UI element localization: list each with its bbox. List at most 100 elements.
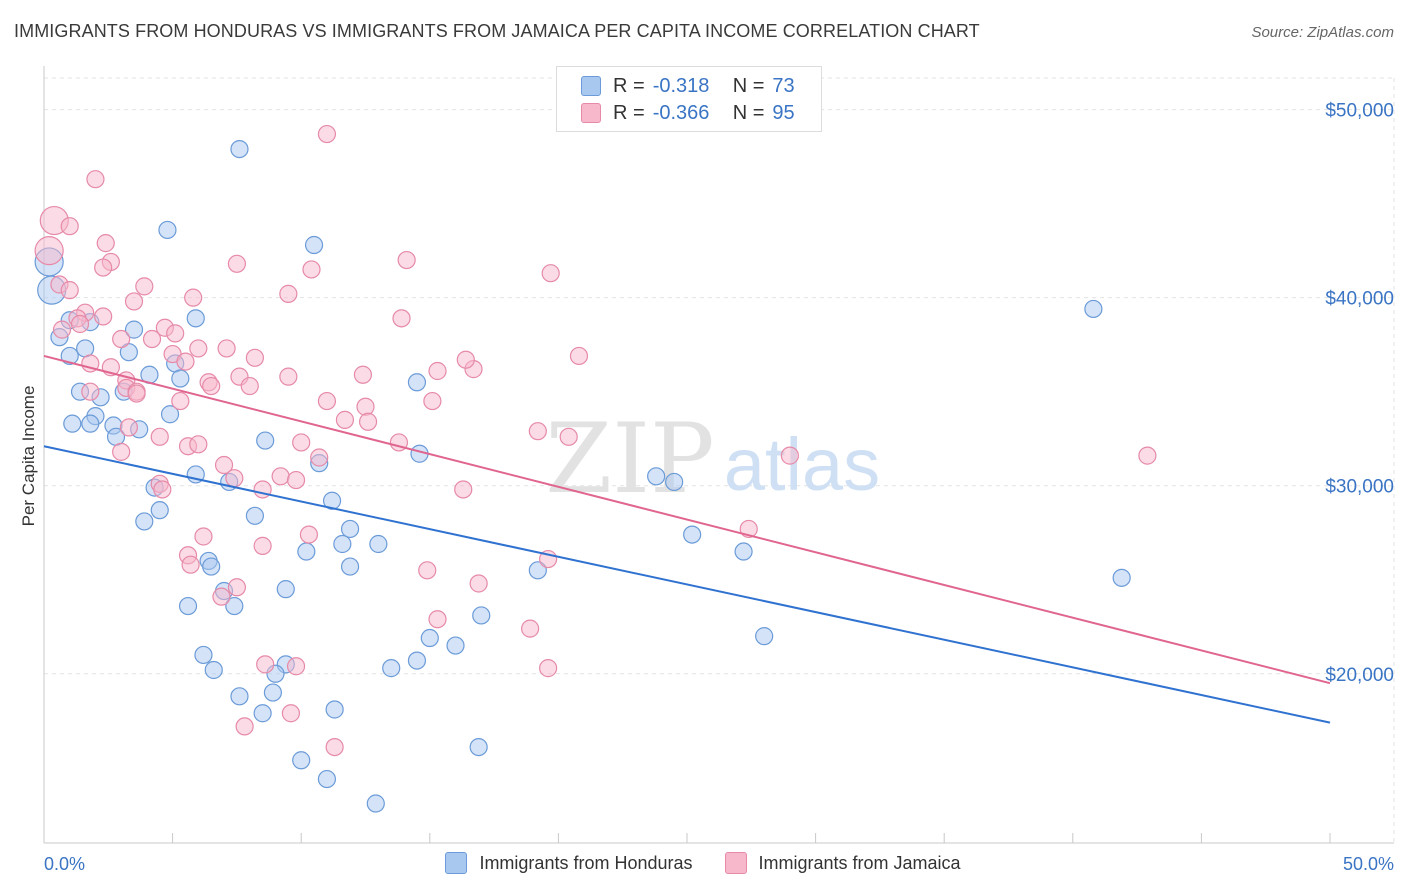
jamaica-point: [335, 410, 355, 429]
jamaica-point: [392, 309, 411, 328]
jamaica-point: [1138, 446, 1157, 465]
jamaica-legend-swatch: [724, 852, 747, 874]
jamaica-point: [150, 427, 169, 446]
jamaica-point: [81, 382, 100, 401]
jamaica-point: [253, 536, 272, 555]
honduras-point: [340, 557, 360, 576]
legend-item-honduras[interactable]: Immigrants from Honduras: [445, 852, 693, 874]
jamaica-point: [227, 578, 246, 597]
jamaica-point: [127, 384, 146, 403]
y-tick-label: $40,000: [1325, 289, 1394, 310]
legend-r-value: -0.318: [652, 74, 710, 97]
honduras-point: [469, 737, 488, 757]
legend-item-jamaica[interactable]: Immigrants from Jamaica: [724, 852, 961, 874]
honduras-point: [407, 373, 427, 392]
honduras-point: [382, 659, 401, 678]
jamaica-point: [541, 264, 560, 283]
jamaica-point: [227, 254, 246, 273]
y-tick-label: $20,000: [1325, 665, 1394, 686]
jamaica-point: [70, 314, 90, 334]
honduras-point: [366, 794, 385, 813]
jamaica-point: [454, 480, 473, 499]
honduras-point: [528, 561, 547, 580]
honduras-point: [297, 542, 316, 561]
jamaica-point: [286, 657, 306, 676]
jamaica-point: [52, 320, 72, 339]
y-tick-label: $50,000: [1325, 101, 1394, 122]
jamaica-point: [286, 470, 306, 490]
jamaica-point: [112, 442, 131, 461]
jamaica-point: [317, 391, 337, 411]
jamaica-point: [212, 587, 231, 606]
honduras-point: [420, 628, 439, 648]
legend-row-jamaica: R = -0.366 N = 95: [581, 101, 795, 125]
jamaica-point: [240, 376, 259, 396]
jamaica-point: [86, 170, 105, 189]
jamaica-point: [153, 480, 172, 499]
honduras-point: [194, 645, 213, 665]
correlation-legend: R = -0.318 N = 73 R = -0.366 N = 95: [556, 66, 822, 132]
jamaica-point: [34, 236, 64, 266]
jamaica-point: [124, 292, 144, 311]
jamaica-point: [299, 525, 319, 544]
y-tick-labels: $20,000 $30,000 $40,000 $50,000: [1325, 101, 1394, 686]
honduras-point: [325, 700, 344, 719]
jamaica-point: [217, 339, 236, 358]
jamaica-point: [225, 469, 244, 488]
jamaica-point: [112, 329, 131, 349]
honduras-point: [683, 525, 702, 544]
honduras-point: [160, 405, 180, 424]
honduras-legend-swatch: [445, 852, 468, 874]
honduras-trend-line: [43, 445, 1331, 724]
jamaica-point: [214, 455, 234, 475]
honduras-point: [1084, 299, 1103, 319]
jamaica-point: [559, 427, 578, 446]
honduras-point: [60, 346, 79, 366]
jamaica-point: [119, 418, 138, 437]
jamaica-point: [176, 352, 195, 371]
legend-n-value: 73: [772, 74, 795, 97]
jamaica-point: [245, 348, 265, 367]
jamaica-point: [310, 448, 329, 467]
jamaica-legend-label: Immigrants from Jamaica: [758, 852, 961, 873]
jamaica-point: [358, 412, 378, 431]
honduras-point: [158, 220, 177, 240]
honduras-point: [253, 704, 272, 723]
jamaica-point: [302, 260, 321, 279]
honduras-point: [317, 769, 337, 789]
jamaica-point: [397, 250, 416, 270]
jamaica-point: [279, 284, 298, 303]
honduras-point: [150, 501, 169, 520]
legend-n-value: 95: [772, 101, 795, 124]
honduras-point: [135, 512, 154, 531]
honduras-point: [304, 235, 324, 255]
jamaica-point: [166, 324, 185, 343]
jamaica-point: [142, 329, 162, 349]
x-tick-label-max: 50.0%: [1343, 854, 1394, 874]
watermark: ZIP atlas: [545, 403, 880, 515]
legend-n-label: N =: [732, 101, 765, 124]
honduras-point: [647, 467, 666, 486]
jamaica-point: [428, 610, 447, 629]
legend-n-label: N =: [732, 74, 765, 97]
honduras-swatch: [581, 76, 601, 96]
jamaica-point: [60, 281, 79, 300]
jamaica-point: [569, 346, 589, 366]
trend-lines: [43, 354, 1331, 724]
honduras-point: [369, 534, 388, 554]
jamaica-point: [528, 422, 547, 441]
jamaica-point: [96, 234, 115, 253]
honduras-point: [178, 596, 198, 616]
y-tick-label: $30,000: [1325, 477, 1394, 498]
honduras-point: [171, 369, 190, 388]
watermark-zip: ZIP: [545, 403, 714, 515]
jamaica-point: [325, 737, 344, 757]
chart-source: Source: ZipAtlas.com: [1251, 24, 1394, 41]
watermark-atlas: atlas: [724, 423, 880, 506]
jamaica-point: [94, 258, 113, 277]
jamaica-point: [194, 527, 213, 546]
honduras-point: [202, 557, 221, 576]
jamaica-point: [423, 391, 442, 411]
honduras-point: [665, 472, 684, 492]
